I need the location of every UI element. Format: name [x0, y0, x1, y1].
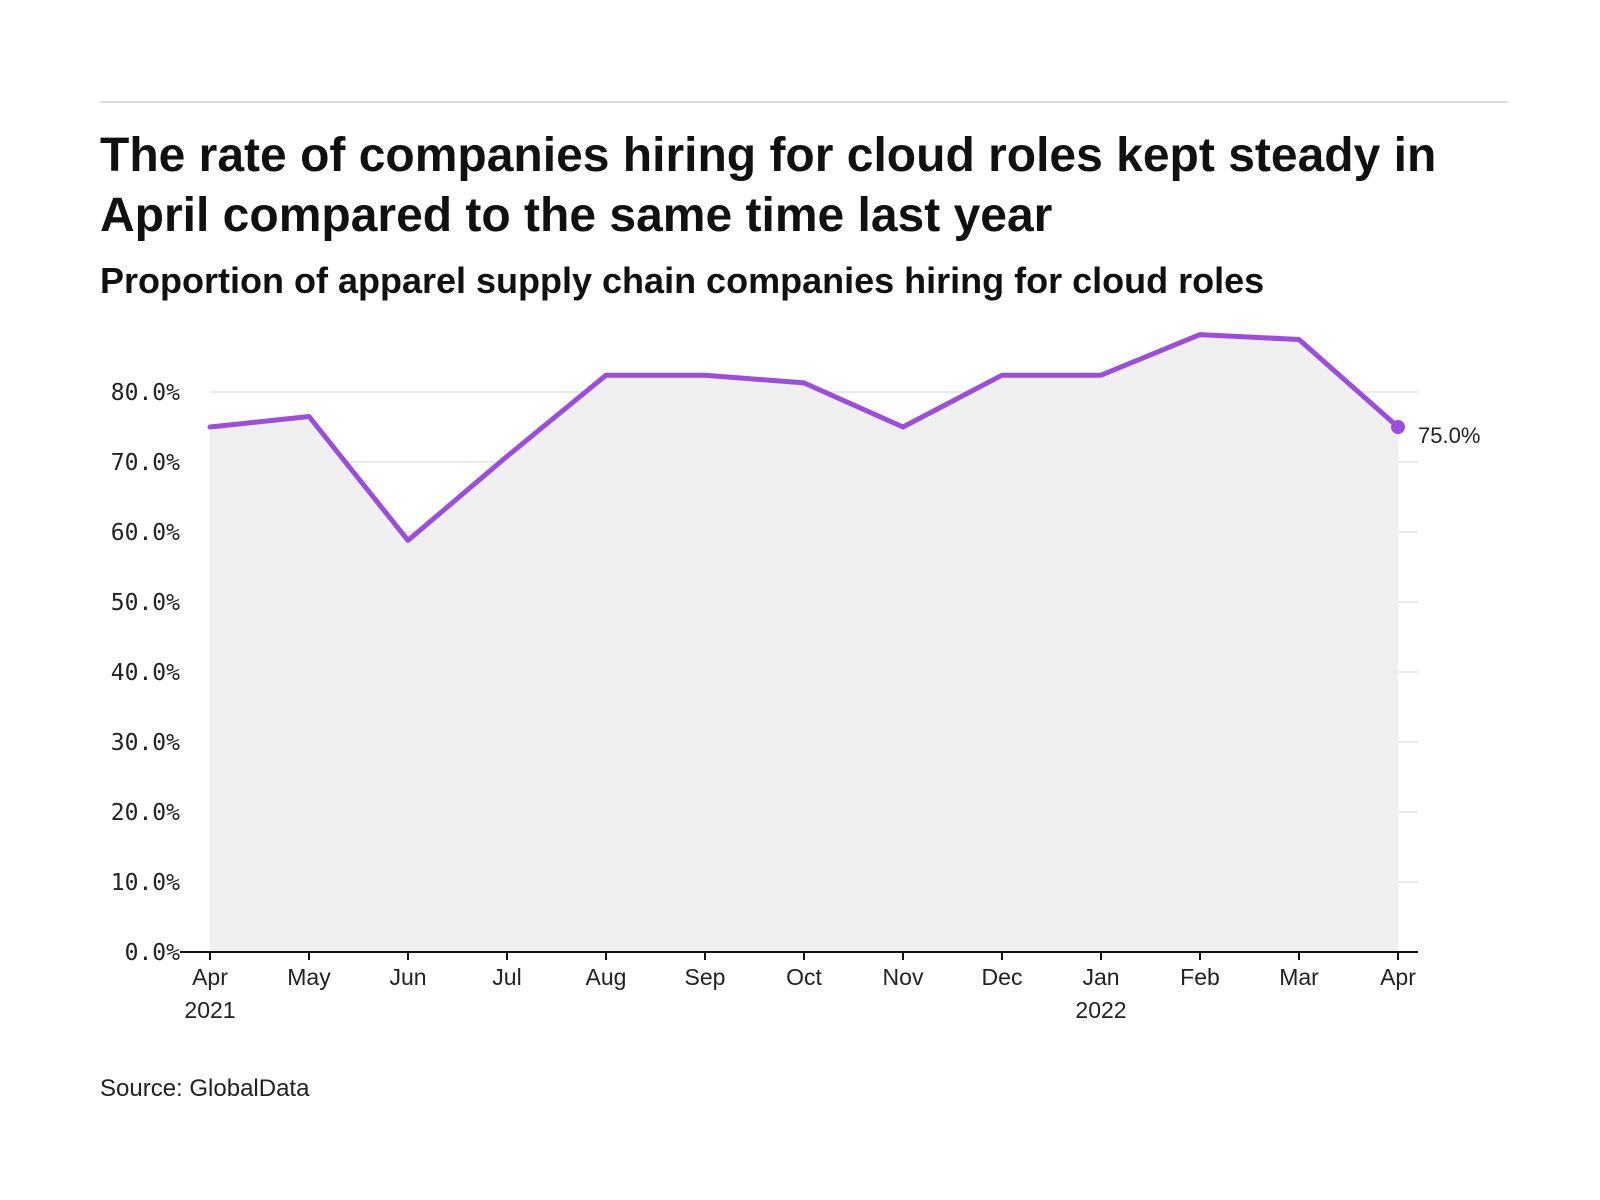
- x-tick-label: Jan: [1082, 964, 1119, 990]
- x-tick-label: Apr: [192, 964, 228, 990]
- source-note: Source: GlobalData: [100, 1075, 310, 1102]
- y-tick-label: 30.0%: [111, 730, 180, 756]
- y-tick-label: 70.0%: [111, 450, 180, 476]
- y-tick-label: 40.0%: [111, 660, 180, 686]
- x-tick-label: Oct: [786, 964, 822, 990]
- x-tick-label: May: [287, 964, 331, 990]
- x-tick-label: Nov: [883, 964, 924, 990]
- y-tick-label: 80.0%: [111, 380, 180, 406]
- chart-subtitle: Proportion of apparel supply chain compa…: [100, 260, 1265, 301]
- y-tick-label: 10.0%: [111, 870, 180, 896]
- x-tick-labels: Apr 2021 May Jun Jul Aug Sep Oct Nov Dec Jan 2022 Fe…: [184, 952, 1416, 1023]
- data-points: [1391, 420, 1405, 434]
- end-value-label: 75.0%: [1418, 423, 1480, 448]
- y-tick-labels: 0.0% 10.0% 20.0% 30.0% 40.0% 50.0% 60.0% 70.0% 8…: [111, 380, 180, 966]
- x-tick-label: Dec: [982, 964, 1023, 990]
- area-fill: [210, 334, 1398, 953]
- y-tick-label: 20.0%: [111, 800, 180, 826]
- x-tick-label: Mar: [1279, 964, 1319, 990]
- series-line: [207, 332, 1401, 543]
- x-tick-label: Jun: [389, 964, 426, 990]
- x-tick-label: Feb: [1180, 964, 1220, 990]
- x-tick-label: Jul: [492, 964, 521, 990]
- y-tick-label: 50.0%: [111, 590, 180, 616]
- x-tick-year-label: 2021: [184, 997, 235, 1023]
- top-rule: [100, 101, 1508, 103]
- x-tick-year-label: 2022: [1075, 997, 1126, 1023]
- y-tick-label: 60.0%: [111, 520, 180, 546]
- y-tick-label: 0.0%: [125, 940, 181, 966]
- x-tick-label: Aug: [586, 964, 627, 990]
- x-tick-label: Sep: [685, 964, 726, 990]
- end-point-marker: [1391, 420, 1405, 434]
- x-tick-label: Apr: [1380, 964, 1416, 990]
- chart-title: The rate of companies hiring for cloud r…: [100, 129, 1437, 242]
